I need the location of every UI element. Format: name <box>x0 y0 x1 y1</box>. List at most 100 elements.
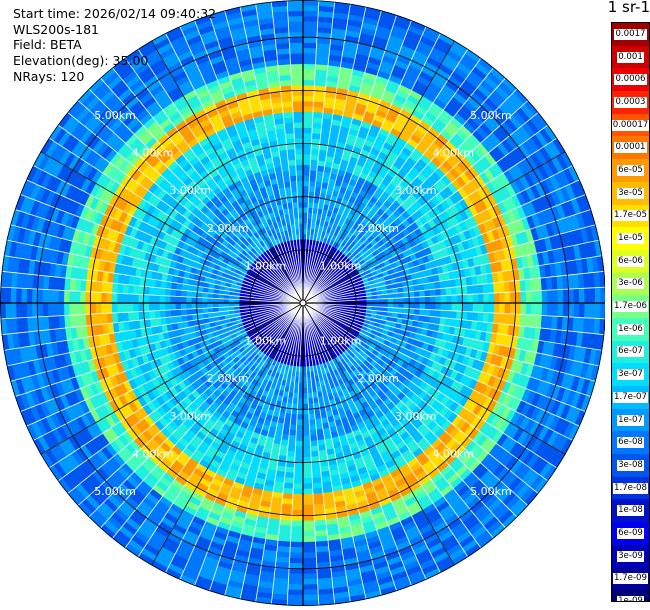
backscatter-cell <box>302 594 319 601</box>
backscatter-cell <box>302 414 310 421</box>
backscatter-cell <box>302 451 312 458</box>
backscatter-cell <box>287 445 296 452</box>
backscatter-cell <box>302 201 309 208</box>
backscatter-cell <box>541 289 548 304</box>
backscatter-cell <box>302 520 315 527</box>
backscatter-cell <box>477 293 484 304</box>
backscatter-cell <box>302 435 311 442</box>
backscatter-cell <box>413 290 421 298</box>
backscatter-cell <box>302 472 313 479</box>
backscatter-cell <box>430 302 437 311</box>
backscatter-cell <box>302 446 312 453</box>
backscatter-cell <box>302 10 319 17</box>
backscatter-cell <box>552 302 559 317</box>
backscatter-cell <box>302 573 318 580</box>
backscatter-cell <box>302 138 312 144</box>
backscatter-cell <box>584 302 591 319</box>
backscatter-cell <box>462 294 468 304</box>
backscatter-cell <box>288 429 297 436</box>
backscatter-cell <box>302 207 309 213</box>
backscatter-cell <box>499 302 506 314</box>
backscatter-cell <box>456 302 463 312</box>
backscatter-cell <box>290 531 304 538</box>
backscatter-cell <box>562 302 569 318</box>
backscatter-cell <box>541 302 548 317</box>
backscatter-cell <box>311 466 322 474</box>
backscatter-cell <box>487 282 495 294</box>
backscatter-cell <box>467 293 474 304</box>
backscatter-cell <box>302 387 308 394</box>
backscatter-cell <box>578 302 585 318</box>
backscatter-cell <box>531 290 538 304</box>
backscatter-cell <box>302 52 317 60</box>
backscatter-cell <box>302 42 317 49</box>
backscatter-cell <box>302 180 310 187</box>
backscatter-cell <box>302 419 310 426</box>
backscatter-cell <box>289 552 304 559</box>
backscatter-cell <box>424 289 431 297</box>
backscatter-cell <box>498 313 505 325</box>
backscatter-cell <box>387 298 394 304</box>
backscatter-cell <box>403 291 410 298</box>
backscatter-cell <box>435 302 442 311</box>
backscatter-cell <box>291 509 304 516</box>
backscatter-cell <box>309 170 318 177</box>
backscatter-cell <box>472 293 479 304</box>
backscatter-cell <box>289 546 304 554</box>
backscatter-cell <box>471 284 479 295</box>
backscatter-cell <box>289 424 297 431</box>
backscatter-cell <box>284 471 295 479</box>
backscatter-cell <box>445 287 452 296</box>
backscatter-cell <box>445 310 452 319</box>
backscatter-cell <box>594 302 601 319</box>
backscatter-cell <box>557 302 564 317</box>
backscatter-cell <box>302 90 315 97</box>
backscatter-cell <box>297 398 304 405</box>
backscatter-cell <box>450 286 458 296</box>
backscatter-cell <box>573 302 580 318</box>
backscatter-cell <box>450 310 458 320</box>
backscatter-cell <box>419 289 426 298</box>
backscatter-cell <box>302 47 317 54</box>
backscatter-cell <box>568 288 575 304</box>
backscatter-cell <box>498 281 505 293</box>
backscatter-cell <box>440 310 447 319</box>
backscatter-cell <box>557 289 564 304</box>
backscatter-cell <box>403 308 410 315</box>
backscatter-cell <box>302 127 313 134</box>
backscatter-cell <box>562 288 569 304</box>
backscatter-cell <box>483 293 490 304</box>
backscatter-cell <box>309 164 318 172</box>
backscatter-cell <box>302 111 314 118</box>
backscatter-cell <box>291 408 298 415</box>
backscatter-cell <box>302 477 313 484</box>
backscatter-cell <box>308 196 315 203</box>
backscatter-cell <box>310 450 320 458</box>
backscatter-cell <box>295 440 304 447</box>
backscatter-cell <box>302 169 311 176</box>
backscatter-cell <box>294 462 304 468</box>
backscatter-cell <box>302 122 313 129</box>
backscatter-cell <box>309 429 318 436</box>
backscatter-cell <box>499 292 506 304</box>
backscatter-cell <box>312 111 324 119</box>
backscatter-cell <box>308 403 315 410</box>
backscatter-cell <box>525 302 532 316</box>
backscatter-cell <box>408 291 415 298</box>
backscatter-cell <box>295 435 304 442</box>
backscatter-cell <box>302 509 315 516</box>
backscatter-cell <box>414 296 421 304</box>
backscatter-cell <box>302 403 309 410</box>
backscatter-cell <box>309 434 318 442</box>
backscatter-cell <box>288 568 304 575</box>
backscatter-cell <box>287 584 304 591</box>
backscatter-cell <box>294 451 304 458</box>
backscatter-cell <box>290 525 304 532</box>
backscatter-cell <box>435 295 442 304</box>
backscatter-cell <box>472 302 479 313</box>
backscatter-cell <box>424 309 431 317</box>
backscatter-cell <box>288 562 304 569</box>
backscatter-cell <box>302 504 315 511</box>
backscatter-cell <box>589 302 596 319</box>
